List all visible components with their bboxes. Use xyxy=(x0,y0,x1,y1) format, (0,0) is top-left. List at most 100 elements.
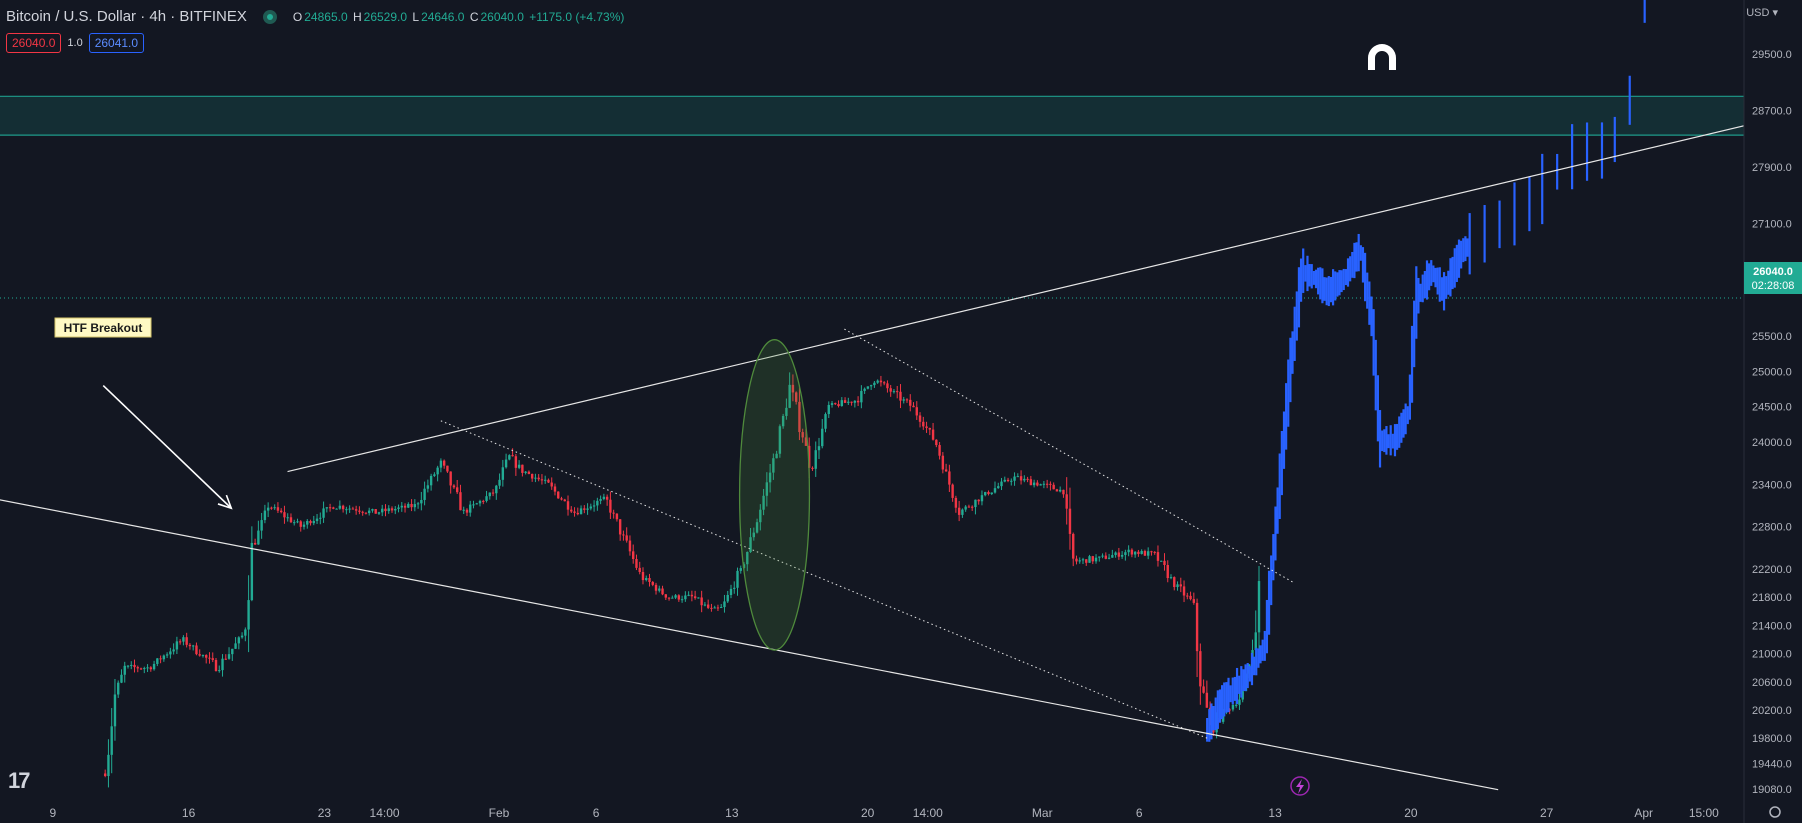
candle-body xyxy=(1150,551,1153,553)
candle-body xyxy=(260,520,263,531)
candle-body xyxy=(462,509,465,511)
candle-body xyxy=(328,507,332,509)
candle-body xyxy=(1146,551,1150,556)
candle-body xyxy=(175,641,179,650)
candle-body xyxy=(540,479,544,481)
settings-gear-icon xyxy=(1769,806,1781,818)
candle-body xyxy=(338,505,342,509)
candle-body xyxy=(293,522,296,524)
high-value: 26529.0 xyxy=(363,9,408,24)
sell-button[interactable]: 26040.0 xyxy=(6,33,62,53)
candle-body xyxy=(152,663,156,670)
candle-body xyxy=(1104,555,1108,559)
current-price-value: 26040.0 xyxy=(1753,266,1793,278)
candle-body xyxy=(605,496,609,500)
candle-body xyxy=(889,388,892,392)
candle-body xyxy=(645,578,648,581)
candle-body xyxy=(1107,557,1111,559)
price-tick-label: 24000.0 xyxy=(1752,437,1792,449)
candle-body xyxy=(814,450,817,469)
candle-body xyxy=(1127,549,1130,553)
candle-body xyxy=(198,654,201,656)
candle-body xyxy=(638,567,641,572)
symbol-title[interactable]: Bitcoin / U.S. Dollar · 4h · BITFINEX xyxy=(6,8,247,25)
candle-body xyxy=(240,635,244,638)
trendline-falling-resistance-2 xyxy=(844,328,1295,584)
ohlc-readout: O 24865.0 H 26529.0 L 24646.0 C 26040.0 +117… xyxy=(293,10,627,24)
candle-body xyxy=(178,641,182,643)
spread-value: 1.0 xyxy=(67,37,83,49)
candle-body xyxy=(335,508,338,510)
candle-body xyxy=(377,512,381,514)
candle-body xyxy=(348,508,351,510)
candle-body xyxy=(325,507,329,509)
currency-selector[interactable]: USD ▾ xyxy=(1746,7,1778,19)
candle-body xyxy=(1006,479,1010,481)
candle-body xyxy=(361,511,364,513)
candle-body xyxy=(244,629,247,636)
candle-body xyxy=(667,597,671,599)
candle-body xyxy=(436,467,439,475)
candle-body xyxy=(371,509,374,511)
candle-body xyxy=(954,497,958,508)
candle-body xyxy=(188,644,192,647)
candle-body xyxy=(1228,709,1231,711)
candle-body xyxy=(289,517,293,523)
candle-body xyxy=(553,486,557,492)
price-tick-label: 29500.0 xyxy=(1752,49,1792,61)
candle-body xyxy=(697,597,700,599)
candle-body xyxy=(1173,577,1176,588)
candle-body xyxy=(165,654,169,656)
candle-body xyxy=(1055,489,1059,492)
candle-body xyxy=(1231,705,1235,710)
time-tick-label: 23 xyxy=(318,806,332,820)
annotation-label: HTF Breakout xyxy=(64,321,143,335)
candle-body xyxy=(938,445,941,456)
candle-body xyxy=(1192,599,1196,603)
candle-body xyxy=(716,607,720,609)
candle-body xyxy=(413,504,417,508)
candle-body xyxy=(775,453,778,459)
candle-body xyxy=(1166,564,1169,579)
candle-body xyxy=(1085,559,1088,563)
candle-body xyxy=(811,467,814,469)
candle-body xyxy=(1010,480,1013,482)
candle-body xyxy=(394,508,397,511)
candle-body xyxy=(315,518,319,521)
candle-body xyxy=(1094,557,1098,562)
candle-body xyxy=(299,521,302,527)
candle-body xyxy=(208,657,211,659)
quote-panel: 26040.0 1.0 26041.0 xyxy=(6,33,145,53)
candle-body xyxy=(746,552,749,565)
candle-body xyxy=(961,509,964,515)
candle-body xyxy=(720,607,723,609)
price-tick-label: 25000.0 xyxy=(1752,366,1792,378)
candle-body xyxy=(517,464,521,468)
candle-body xyxy=(1013,476,1016,481)
candle-body xyxy=(573,511,576,513)
candle-body xyxy=(472,504,475,506)
candle-body xyxy=(1081,559,1085,561)
candle-body xyxy=(843,400,847,403)
candle-body xyxy=(1120,554,1124,557)
trendline-falling-resistance-1 xyxy=(440,420,1208,739)
candle-body xyxy=(987,492,990,495)
candle-body xyxy=(231,648,234,655)
candle-body xyxy=(367,510,371,514)
high-label: H xyxy=(352,9,362,24)
breakout-highlight-ellipse xyxy=(738,339,811,651)
time-tick-label: 20 xyxy=(1404,806,1418,820)
price-tick-label: 20200.0 xyxy=(1752,705,1792,717)
time-tick-label: 13 xyxy=(1268,806,1282,820)
candle-body xyxy=(876,380,879,383)
candle-body xyxy=(221,658,224,671)
buy-button[interactable]: 26041.0 xyxy=(88,33,145,53)
candle-body xyxy=(139,668,143,670)
candle-body xyxy=(345,509,348,511)
tradingview-logo[interactable]: 17 xyxy=(8,768,31,793)
candle-body xyxy=(136,667,139,669)
candle-body xyxy=(133,664,136,668)
candle-body xyxy=(1101,555,1104,557)
time-tick-label: 27 xyxy=(1540,806,1554,820)
